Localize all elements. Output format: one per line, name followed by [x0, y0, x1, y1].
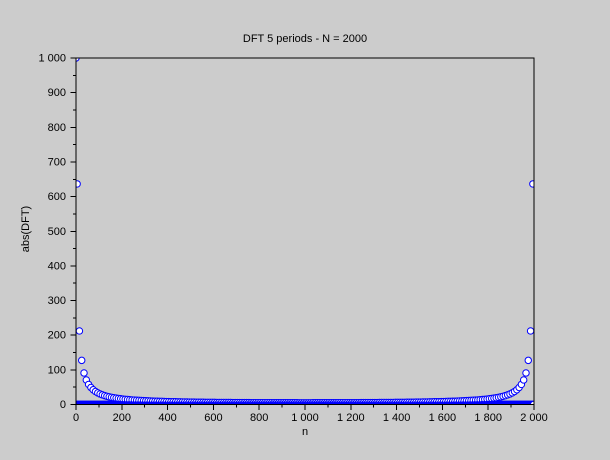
tick-labels: 0 200 400 600 800 1 000 1 200 1 400 1 600 1 800 2 … [38, 53, 547, 425]
axes-box [75, 57, 535, 405]
y-tick-label: 200 [48, 330, 66, 342]
x-tick-label: 600 [204, 412, 222, 424]
dft-markers [76, 58, 534, 405]
y-tick-label: 900 [48, 87, 66, 99]
x-tick-label: 1 800 [474, 412, 502, 424]
y-tick-label: 0 [60, 399, 66, 411]
x-tick-label: 2 000 [520, 412, 548, 424]
y-tick-label: 1 000 [38, 53, 66, 65]
y-tick-label: 600 [48, 191, 66, 203]
x-tick-label: 1 000 [291, 412, 319, 424]
x-tick-label: 400 [158, 412, 176, 424]
y-tick-label: 500 [48, 226, 66, 238]
y-tick-label: 300 [48, 295, 66, 307]
y-tick-label: 100 [48, 364, 66, 376]
x-axis-label: n [301, 426, 309, 438]
y-tick-label: 700 [48, 156, 66, 168]
x-tick-label: 1 200 [337, 412, 365, 424]
x-tick-label: 1 400 [383, 412, 411, 424]
x-tick-label: 1 600 [429, 412, 457, 424]
axis-ticks [70, 57, 535, 410]
y-tick-label: 800 [48, 122, 66, 134]
x-tick-label: 0 [73, 412, 79, 424]
x-tick-label: 800 [250, 412, 268, 424]
x-tick-label: 200 [113, 412, 131, 424]
chart-title: DFT 5 periods - N = 2000 [242, 33, 368, 45]
y-tick-label: 400 [48, 260, 66, 272]
